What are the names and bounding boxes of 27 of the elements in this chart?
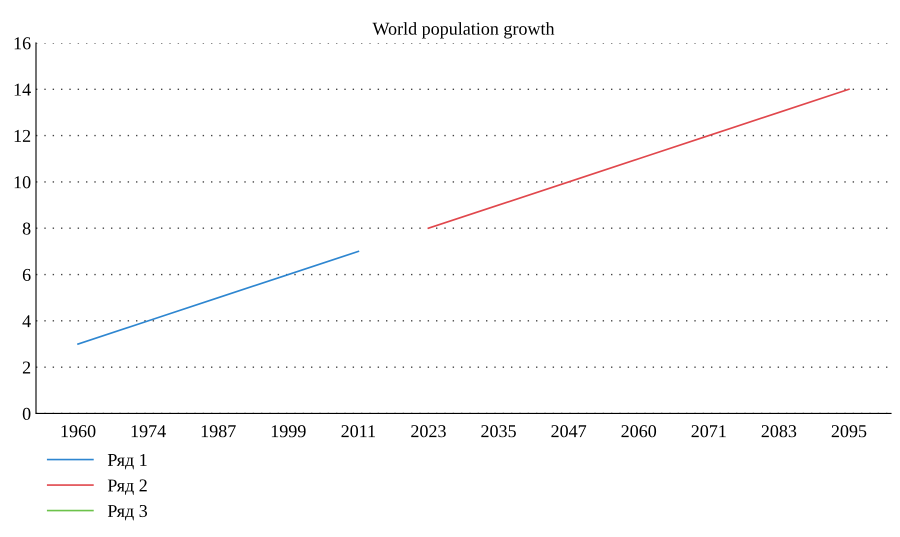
- chart-title: World population growth: [372, 22, 554, 39]
- x-tick-label: 2071: [692, 425, 726, 438]
- x-tick-label: 1999: [272, 425, 306, 438]
- legend-label: Ряд 2: [108, 479, 147, 495]
- line-series: [77, 250, 360, 345]
- x-tick-label: 1960: [62, 425, 96, 438]
- x-tick-label: 2095: [832, 425, 866, 438]
- y-tick-label: 6: [22, 268, 31, 281]
- y-tick-label: 4: [22, 315, 31, 328]
- x-tick-label: 2011: [341, 425, 376, 438]
- x-tick-label: 1987: [202, 425, 236, 438]
- y-tick-label: 2: [22, 361, 30, 374]
- y-tick-label: 16: [14, 37, 31, 50]
- y-tick-label: 12: [14, 130, 30, 142]
- line-series: [428, 88, 850, 230]
- x-tick-label: 2023: [411, 425, 446, 438]
- y-tick-label: 8: [22, 222, 30, 235]
- y-tick-label: 14: [14, 84, 31, 96]
- y-tick-label: 0: [22, 408, 30, 420]
- x-tick-label: 2047: [551, 425, 586, 438]
- x-tick-label: 2035: [481, 425, 516, 438]
- x-tick-label: 1974: [132, 425, 166, 438]
- x-tick-label: 2060: [621, 425, 656, 438]
- legend-label: Ряд 1: [108, 454, 147, 470]
- y-tick-label: 10: [14, 176, 30, 188]
- legend-label: Ряд 3: [108, 504, 148, 520]
- x-tick-label: 2083: [762, 425, 796, 438]
